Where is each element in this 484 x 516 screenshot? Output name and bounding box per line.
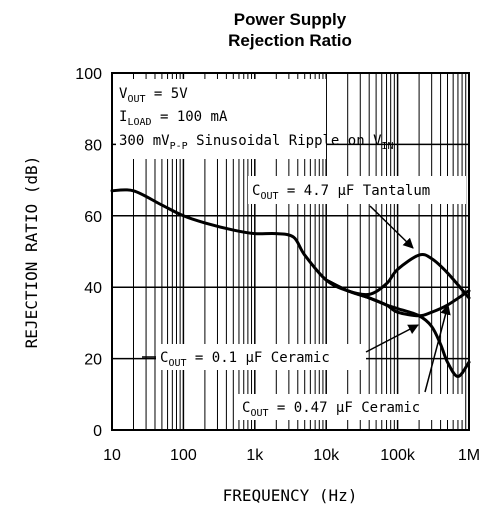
y-tick-label: 100 [75, 66, 102, 83]
x-tick-label: 10k [313, 447, 340, 464]
arrow-0-1uf [365, 324, 419, 353]
x-tick-label: 10 [103, 447, 121, 464]
y-tick-label: 0 [93, 423, 102, 440]
chart-title-line-2: Rejection Ratio [228, 31, 352, 50]
annotations: VOUT = 5V ILOAD = 100 mA 300 mVP-P Sinus… [116, 79, 466, 420]
series-line-2 [324, 278, 471, 378]
series-label-0-1uf: COUT = 0.1 µF Ceramic [160, 350, 330, 369]
label-box-tantalum [248, 176, 466, 204]
conditions-box [116, 79, 326, 159]
arrow-0-47uf [424, 303, 451, 393]
y-tick-label: 20 [84, 352, 102, 369]
label-box-0-1uf [156, 344, 366, 370]
tick-labels: 0 20 40 60 80 100 10 100 1k 10k 100k 1M [75, 66, 480, 464]
x-tick-label: 1k [246, 447, 264, 464]
x-tick-label: 100k [380, 447, 416, 464]
x-tick-label: 1M [458, 447, 480, 464]
x-axis-title: FREQUENCY (Hz) [223, 486, 358, 505]
plot-frame [111, 72, 470, 431]
y-tick-label: 60 [84, 209, 102, 226]
chart-title-line-1: Power Supply [234, 10, 347, 29]
y-tick-label: 40 [84, 280, 102, 297]
series-label-tantalum: COUT = 4.7 µF Tantalum [252, 183, 430, 202]
condition-iload: ILOAD = 100 mA [119, 109, 228, 128]
series-label-0-47uf: COUT = 0.47 µF Ceramic [242, 400, 420, 419]
y-tick-label: 80 [84, 137, 102, 154]
condition-vout: VOUT = 5V [119, 86, 188, 105]
series-line-0 [110, 188, 471, 300]
y-axis-title: REJECTION RATIO (dB) [22, 156, 41, 349]
condition-ripple: 300 mVP-P Sinusoidal Ripple on VIN [119, 133, 394, 152]
arrow-tantalum [369, 205, 414, 249]
x-tick-label: 100 [170, 447, 197, 464]
label-box-0-47uf [238, 394, 464, 420]
